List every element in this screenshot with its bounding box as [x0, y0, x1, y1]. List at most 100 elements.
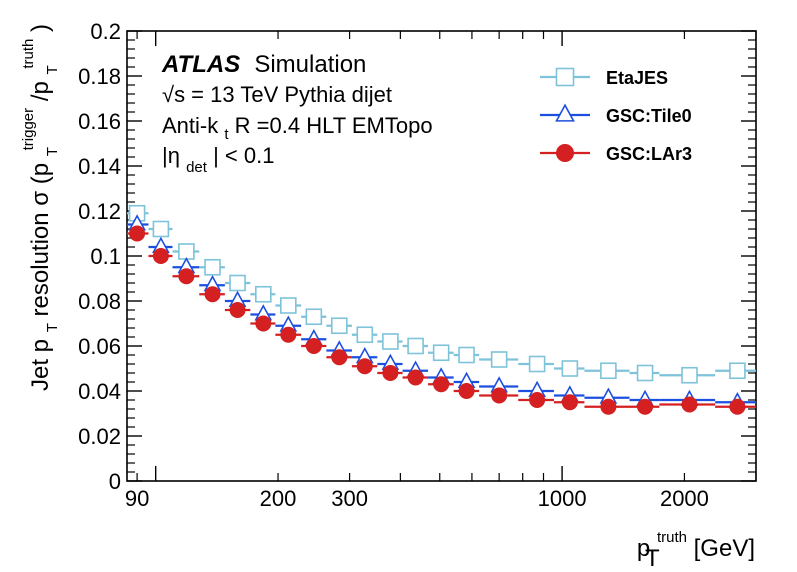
data-point-square [255, 285, 272, 303]
y-title-sup3: truth [20, 39, 37, 69]
y-axis-title: Jet p T resolution σ (p T trigger /p T t… [12, 24, 63, 391]
data-point-square [204, 258, 221, 276]
x-tick-label: 2000 [660, 486, 709, 511]
x-tick-label: 200 [260, 486, 297, 511]
data-point-square [152, 220, 170, 238]
data-point-circle [305, 338, 322, 354]
legend: EtaJES GSC:Tile0 GSC:LAr3 [540, 67, 692, 164]
data-point-triangle [555, 103, 575, 122]
x-axis-title: p truth [GeV] [637, 521, 755, 562]
eta-post: | < 0.1 [213, 143, 274, 168]
y-tick-label: 0.2 [90, 19, 121, 44]
x-title-unit: [GeV] [694, 535, 755, 562]
y-tick-label: 0.06 [78, 334, 121, 359]
atlas-label: ATLAS Simulation [161, 51, 366, 78]
data-point-circle [637, 398, 654, 415]
x-tick-label: 300 [331, 486, 368, 511]
data-point-square [280, 297, 297, 314]
y-title-middle: resolution σ (p [27, 163, 54, 317]
y-tick-label: 0.18 [78, 64, 121, 89]
series-layer [127, 204, 756, 415]
x-title-sup: truth [657, 529, 687, 546]
y-tick-label: 0.16 [78, 109, 121, 134]
data-point-circle [491, 387, 508, 404]
data-point-circle [204, 286, 221, 303]
y-title-slash: /p [27, 81, 54, 101]
data-point-square [600, 362, 617, 380]
data-point-circle [255, 315, 272, 332]
legend-item: EtaJES [540, 67, 668, 88]
data-point-circle [529, 392, 546, 408]
data-point-circle [458, 383, 475, 399]
data-point-circle [331, 349, 348, 366]
data-point-circle [152, 248, 169, 264]
y-tick-label: 0.14 [78, 154, 121, 179]
data-point-square [528, 355, 546, 373]
data-point-circle [280, 326, 297, 343]
y-tick-label: 0 [109, 469, 121, 494]
data-point-square [382, 333, 399, 350]
data-point-circle [729, 398, 746, 415]
data-point-circle [681, 396, 698, 413]
algorithm-pre: Anti-k [162, 113, 219, 138]
data-point-square [561, 360, 579, 377]
eta-pre: |η [162, 143, 180, 168]
legend-label: EtaJES [606, 68, 668, 88]
data-point-square [490, 351, 508, 368]
data-point-circle [561, 394, 578, 411]
x-tick-label: 90 [125, 486, 149, 511]
x-title-sub: T [645, 545, 660, 572]
eta-label: |η det | < 0.1 [162, 143, 274, 177]
data-point-circle [407, 369, 424, 386]
data-point-circle [178, 268, 195, 285]
data-point-circle [356, 358, 373, 375]
y-tick-label: 0.12 [78, 199, 121, 224]
legend-label: GSC:Tile0 [606, 106, 692, 126]
data-point-square [729, 362, 746, 380]
atlas-simulation: Simulation [254, 51, 366, 78]
data-point-square [432, 344, 450, 362]
x-tick-label: 1000 [538, 486, 587, 511]
data-point-circle [600, 398, 617, 415]
atlas-experiment: ATLAS [161, 51, 240, 78]
y-tick-label: 0.02 [78, 424, 121, 449]
y-tick-label: 0.08 [78, 289, 121, 314]
data-point-circle [129, 225, 146, 242]
legend-item: GSC:LAr3 [540, 144, 692, 164]
series-gsc-lar3 [127, 225, 756, 415]
energy-label: √s = 13 TeV Pythia dijet [162, 82, 392, 107]
series-etajes [127, 204, 756, 384]
data-point-square [555, 67, 575, 87]
data-point-square [407, 337, 424, 355]
x-axis-ticks: 90 200 300 1000 2000 [125, 31, 757, 511]
data-point-square [178, 243, 195, 260]
y-title-sub1: T [44, 323, 61, 332]
data-point-square [229, 274, 246, 292]
data-point-circle [556, 144, 574, 162]
algorithm-sub: t [224, 126, 229, 143]
data-point-circle [433, 376, 450, 393]
y-tick-label: 0.04 [78, 379, 121, 404]
y-title-close: ) [27, 24, 54, 32]
y-title-sup2: trigger [20, 108, 37, 151]
data-point-square [356, 326, 374, 344]
algorithm-post: R =0.4 HLT EMTopo [235, 113, 433, 138]
y-title-sub3: T [44, 65, 61, 74]
data-point-square [458, 346, 475, 364]
y-axis-ticks: 0 0.02 0.04 0.06 0.08 0.1 0.12 0.14 0.16 0.18 0.2 [78, 19, 756, 494]
x-title-base: p [637, 535, 650, 562]
data-point-square [305, 308, 323, 326]
y-title-sub2: T [44, 147, 61, 156]
data-point-circle [229, 302, 246, 318]
eta-sub: det [186, 159, 208, 176]
legend-item: GSC:Tile0 [540, 103, 692, 126]
legend-label: GSC:LAr3 [606, 144, 692, 164]
data-point-square [636, 364, 654, 382]
y-tick-label: 0.1 [90, 244, 121, 269]
data-point-square [330, 317, 348, 335]
data-point-circle [382, 365, 399, 381]
data-point-square [681, 366, 698, 384]
algorithm-label: Anti-k t R =0.4 HLT EMTopo [162, 113, 433, 144]
y-title-prefix: Jet p [27, 339, 54, 391]
